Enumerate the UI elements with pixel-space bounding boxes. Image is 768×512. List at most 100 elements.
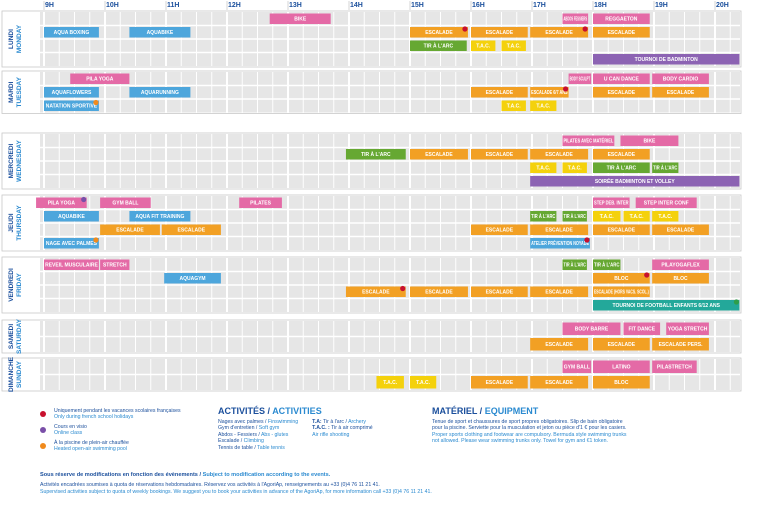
activity-label: T.A.C.	[568, 166, 583, 172]
term-code: T.A:	[312, 419, 322, 425]
activity-label: AQUABIKE	[147, 30, 174, 36]
legend-fr: À la piscine de plein-air chauffée	[54, 439, 129, 446]
activity-block	[44, 87, 99, 98]
activity-label: ESCALADE	[486, 152, 514, 158]
term-en: Archery	[348, 419, 366, 425]
activity-block	[593, 286, 650, 297]
activity-block	[562, 360, 592, 373]
activity-label: PILAYOGAFLEX	[661, 263, 700, 269]
activity-label: PILA YOGA	[48, 201, 76, 207]
activity-block	[501, 100, 526, 111]
note-en: Supervised activities subject to quota o…	[40, 488, 432, 495]
activity-label: PILA YOGA	[86, 77, 114, 83]
activity-block	[593, 73, 650, 84]
legend-en: Online class	[54, 430, 83, 437]
activities: ACTIVITÉS / ACTIVITIES Nages avec palmes…	[218, 406, 418, 451]
legend-text: Cours en visio Online class	[54, 424, 87, 437]
activity-term: Gym d'entretien / Soft gym	[218, 425, 280, 432]
term-en: Abs - glutes	[260, 431, 289, 438]
activity-block	[100, 259, 130, 270]
activity-block	[269, 13, 331, 24]
title-fr: MATÉRIEL	[432, 406, 478, 416]
activities-col: T.A: Tir à l'arc / Archery T.A.C. : Tir à…	[312, 419, 373, 451]
activity-block	[410, 27, 468, 38]
activity-label: ESCALADE	[116, 228, 144, 234]
legend-dot	[40, 411, 46, 418]
activity-label: ESCALADE	[425, 152, 453, 158]
footer-fr: Sous réserve de modifications en fonctio…	[40, 472, 198, 478]
marker-dot	[93, 237, 99, 243]
term-en: Finswimming	[267, 419, 299, 425]
activity-label: BLOC	[614, 380, 629, 386]
activity-block	[562, 162, 587, 173]
activity-label: REVEIL MUSCULAIRE	[45, 263, 98, 269]
activity-block	[530, 224, 589, 235]
marker-dot	[582, 26, 588, 32]
equipment: MATÉRIEL / EQUIPMENT Tenue de sport et c…	[432, 406, 632, 445]
legend-item: Uniquement pendant les vacances scolaire…	[40, 408, 220, 421]
activity-block	[44, 27, 99, 38]
marker-dot	[584, 237, 590, 243]
activity-term: Escalade / Climbing	[218, 438, 264, 445]
activity-block	[345, 149, 406, 160]
activity-block	[471, 149, 528, 160]
activity-label: ESCALADE PERS.	[659, 342, 704, 348]
activity-label: T.A.C.	[507, 104, 522, 110]
activity-label: BODY BARRE	[575, 327, 609, 333]
activity-label: ESCALADE	[486, 228, 514, 234]
term-en: Climbing	[243, 438, 264, 445]
activity-label: AQUA FIT TRAINING	[135, 214, 184, 220]
activity-block	[623, 322, 661, 335]
activity-label: T.A.C.	[600, 214, 615, 220]
activity-label: PILATES AVEC MATÉRIEL	[564, 137, 614, 145]
activity-term: Tennis de table / Table tennis	[218, 444, 285, 451]
activity-label: ESCALADE	[608, 342, 636, 348]
activity-label: TIR À L'ARC	[564, 213, 587, 220]
activity-label: BIKE	[643, 139, 656, 145]
term-fr: Gym d'entretien	[218, 425, 255, 432]
activity-label: ATELIER PRÉVENTION NOYADE	[531, 239, 589, 247]
day-fr: SAMEDI	[8, 324, 15, 349]
activity-block	[161, 224, 221, 235]
activity-block	[530, 176, 740, 187]
day-frame	[1, 194, 742, 252]
activity-block	[652, 259, 709, 270]
day-en: MONDAY	[16, 24, 23, 53]
term-fr: Tir à air comprimé	[331, 425, 373, 432]
activity-label: REGGAETON	[605, 17, 638, 23]
activity-label: ESCALADE	[545, 380, 573, 386]
activity-label: TIR À L'ARC	[594, 262, 620, 269]
term-fr: Tir à l'arc	[323, 419, 345, 425]
activity-block	[652, 273, 709, 284]
activity-block	[568, 73, 592, 84]
activity-label: ESCALADE	[608, 152, 636, 158]
activity-label: SOIRÉE BADMINTON ET VOLLEY	[595, 177, 676, 185]
activity-label: STEP INTER CONF	[644, 201, 689, 207]
legend-text: Uniquement pendant les vacances scolaire…	[54, 408, 181, 421]
activity-block	[652, 162, 679, 173]
activity-block	[593, 54, 740, 65]
title-en: EQUIPMENT	[484, 406, 539, 416]
title-fr: ACTIVITÉS	[218, 406, 266, 416]
activity-label: ESCALADE	[425, 290, 453, 296]
day-en: SUNDAY	[16, 360, 23, 388]
note-fr: Activités encadrées soumises à quota de …	[40, 482, 380, 489]
activity-block	[623, 211, 650, 222]
activity-block	[530, 211, 557, 222]
legend-item: À la piscine de plein-air chauffée Heated…	[40, 440, 220, 453]
activity-block	[593, 27, 650, 38]
activity-block	[562, 322, 621, 335]
legend-item: Cours en visio Online class	[40, 424, 220, 437]
term-fr: Tennis de table	[218, 444, 253, 451]
activity-block	[44, 259, 99, 270]
legend-dot	[40, 427, 46, 434]
hour-label: 16H	[472, 2, 485, 9]
activity-label: YOGA STRETCH	[668, 327, 708, 333]
activity-block	[530, 286, 589, 297]
legend: Uniquement pendant les vacances scolaire…	[40, 408, 220, 455]
marker-dot	[462, 26, 468, 32]
activity-block	[562, 13, 589, 24]
equipment-en: Proper sports clothing and footwear are …	[432, 431, 627, 445]
activity-label: ESCALADE	[178, 228, 206, 234]
activity-block	[593, 211, 621, 222]
